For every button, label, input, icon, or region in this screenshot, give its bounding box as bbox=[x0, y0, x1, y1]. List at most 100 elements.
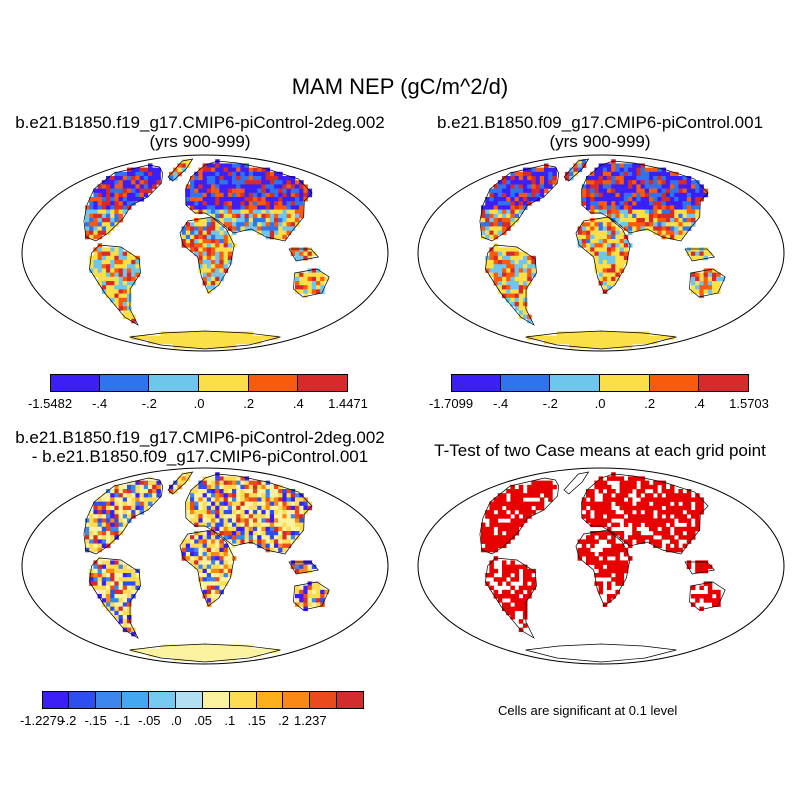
grid-cell bbox=[590, 180, 595, 185]
grid-cell bbox=[535, 192, 541, 198]
grid-cell bbox=[244, 205, 250, 210]
grid-cell bbox=[531, 176, 536, 181]
grid-cell bbox=[198, 184, 203, 189]
grid-cell bbox=[303, 501, 308, 507]
grid-cell bbox=[565, 331, 570, 336]
grid-cell bbox=[206, 573, 212, 578]
significant-cell bbox=[661, 484, 667, 490]
grid-cell bbox=[127, 514, 132, 519]
grid-cell bbox=[131, 510, 136, 515]
grid-cell bbox=[261, 192, 266, 198]
grid-cell bbox=[265, 505, 271, 511]
grid-cell bbox=[219, 581, 224, 586]
grid-cell bbox=[619, 176, 625, 181]
grid-cell bbox=[590, 251, 595, 257]
grid-cell bbox=[497, 255, 503, 261]
significant-cell bbox=[623, 564, 629, 570]
grid-cell bbox=[691, 201, 696, 206]
grid-cell bbox=[97, 272, 103, 278]
grid-cell bbox=[269, 234, 275, 240]
grid-cell bbox=[257, 539, 262, 544]
grid-cell bbox=[244, 197, 250, 202]
significant-cell bbox=[514, 501, 520, 507]
grid-cell bbox=[523, 167, 528, 173]
grid-cell bbox=[127, 480, 132, 486]
grid-cell bbox=[106, 526, 111, 532]
grid-cell bbox=[215, 518, 220, 523]
grid-cell bbox=[274, 497, 279, 502]
grid-cell bbox=[202, 222, 208, 227]
significant-cell bbox=[607, 531, 612, 536]
grid-cell bbox=[253, 505, 258, 511]
significant-cell bbox=[607, 501, 612, 507]
grid-cell bbox=[215, 539, 220, 544]
grid-cell bbox=[131, 314, 136, 320]
significant-cell bbox=[703, 598, 709, 603]
grid-cell bbox=[590, 234, 595, 240]
grid-cell bbox=[577, 167, 583, 173]
grid-cell bbox=[607, 205, 612, 210]
grid-cell bbox=[594, 239, 599, 244]
grid-cell bbox=[97, 234, 103, 240]
grid-cell bbox=[261, 501, 266, 507]
grid-cell bbox=[581, 335, 587, 341]
grid-cell bbox=[611, 344, 616, 349]
grid-cell bbox=[307, 585, 313, 591]
grid-cell bbox=[198, 644, 203, 649]
significant-cell bbox=[506, 535, 511, 540]
grid-cell bbox=[286, 489, 292, 494]
grid-cell bbox=[101, 201, 107, 206]
grid-cell bbox=[653, 176, 658, 181]
grid-cell bbox=[544, 171, 549, 177]
grid-cell bbox=[106, 581, 111, 586]
grid-cell bbox=[607, 192, 612, 198]
grid-cell bbox=[257, 510, 262, 515]
grid-cell bbox=[506, 184, 511, 189]
grid-cell bbox=[615, 335, 620, 341]
grid-cell bbox=[101, 568, 107, 574]
significant-cell bbox=[510, 577, 515, 582]
significant-cell bbox=[586, 535, 591, 540]
grid-cell bbox=[290, 514, 296, 519]
significant-cell bbox=[527, 489, 532, 494]
grid-cell bbox=[686, 251, 692, 257]
grid-cell bbox=[101, 526, 107, 532]
grid-cell bbox=[699, 276, 704, 282]
grid-cell bbox=[632, 222, 637, 227]
grid-cell bbox=[118, 171, 124, 177]
colorbar-tick-label: .4 bbox=[693, 396, 705, 411]
grid-cell bbox=[219, 247, 224, 252]
grid-cell bbox=[594, 264, 599, 269]
grid-cell bbox=[227, 197, 233, 202]
grid-cell bbox=[493, 234, 499, 240]
grid-cell bbox=[269, 543, 275, 549]
grid-cell bbox=[303, 293, 308, 299]
grid-cell bbox=[489, 188, 494, 194]
grid-cell bbox=[232, 180, 237, 185]
grid-cell bbox=[594, 184, 599, 189]
grid-cell bbox=[93, 573, 98, 578]
grid-cell bbox=[278, 518, 283, 523]
grid-cell bbox=[227, 260, 233, 265]
grid-cell bbox=[148, 501, 153, 507]
significant-cell bbox=[619, 573, 625, 578]
grid-cell bbox=[607, 163, 612, 168]
significant-cell bbox=[640, 505, 646, 511]
grid-cell bbox=[198, 489, 203, 494]
significant-cell bbox=[590, 556, 595, 561]
grid-cell bbox=[131, 167, 136, 173]
grid-cell bbox=[636, 213, 641, 219]
grid-cell bbox=[548, 335, 553, 341]
grid-cell bbox=[122, 518, 128, 523]
grid-cell bbox=[190, 192, 195, 198]
grid-cell bbox=[202, 535, 208, 540]
grid-cell bbox=[85, 522, 90, 528]
grid-cell bbox=[219, 560, 224, 565]
grid-cell bbox=[257, 522, 262, 528]
grid-cell bbox=[691, 213, 696, 219]
grid-cell bbox=[156, 339, 161, 345]
colorbar-tick-label: .0 bbox=[193, 396, 205, 411]
significant-cell bbox=[665, 501, 671, 507]
grid-cell bbox=[101, 209, 107, 215]
grid-cell bbox=[602, 184, 608, 189]
